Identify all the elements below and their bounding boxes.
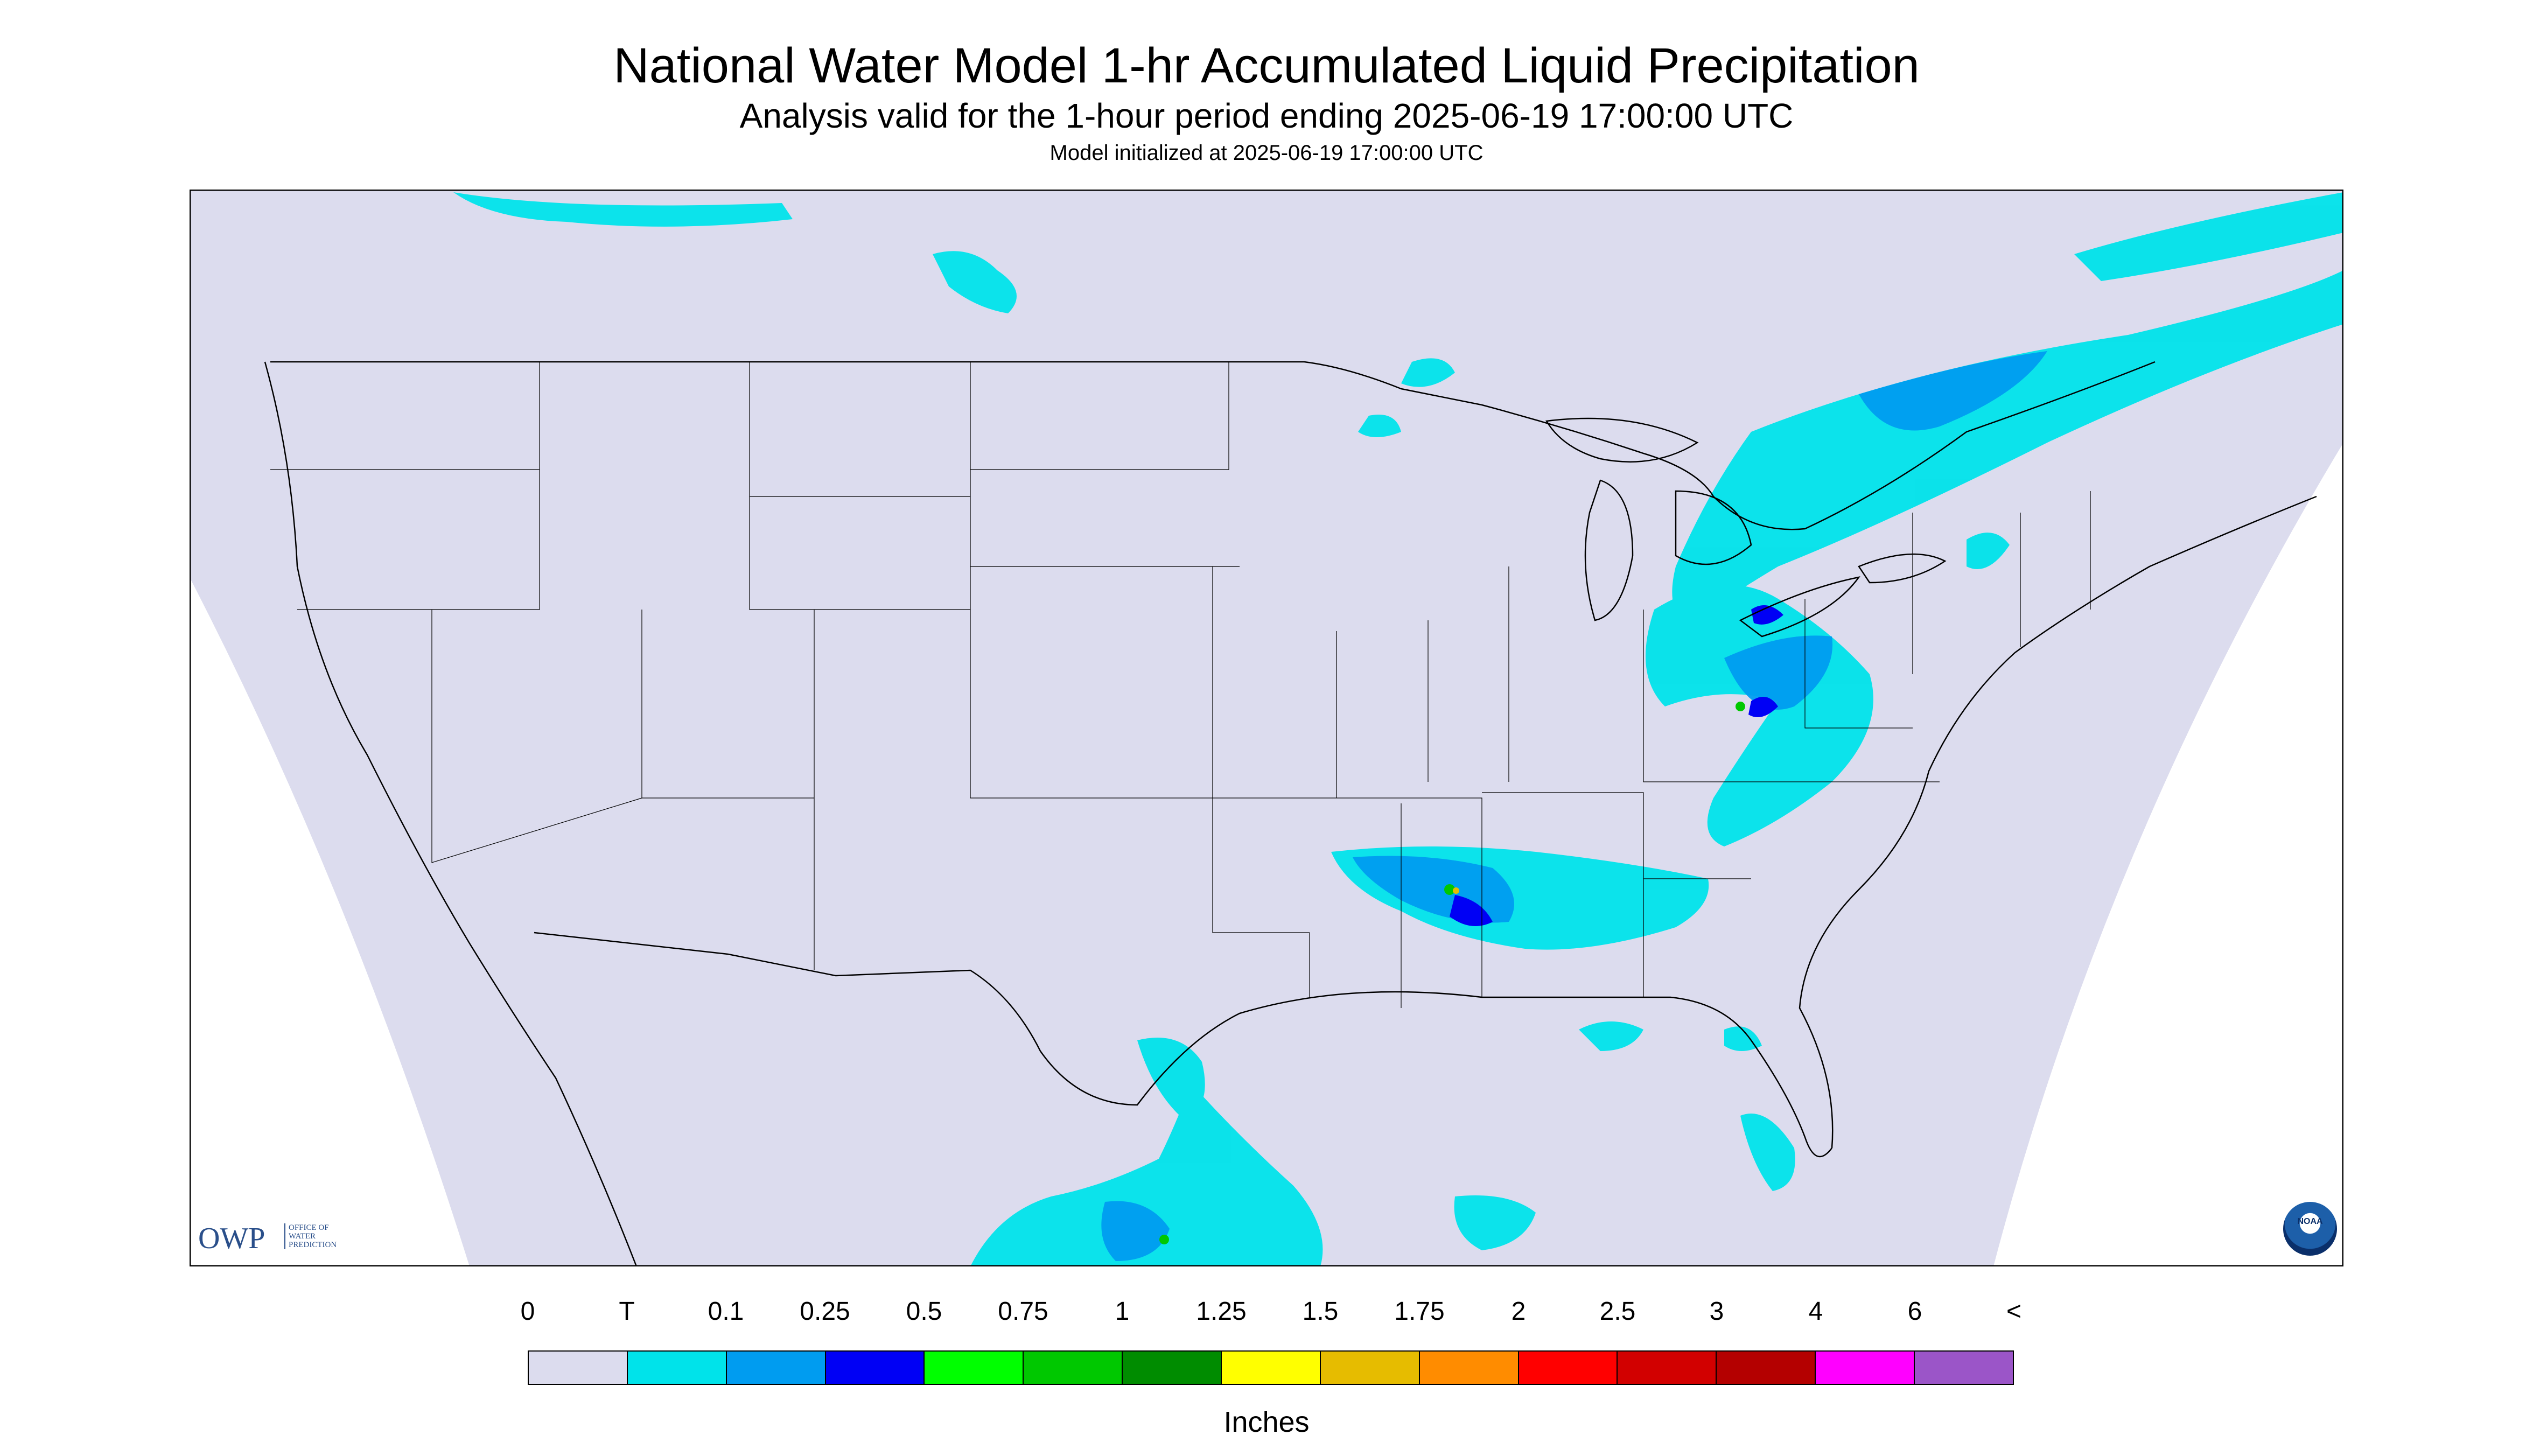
model-init-label: Model initialized at 2025-06-19 17:00:00… — [1049, 141, 1484, 165]
chart-title: National Water Model 1-hr Accumulated Li… — [613, 38, 1920, 93]
noaa-logo: NOAA — [2283, 1202, 2337, 1256]
legend-label: < — [2006, 1297, 2022, 1326]
legend-label: 0.1 — [708, 1297, 744, 1326]
legend-units-label: Inches — [1223, 1406, 1310, 1438]
legend-swatch — [1419, 1352, 1519, 1384]
boundary-lines — [264, 361, 2317, 1266]
map-domain — [190, 190, 2343, 1266]
state-lines — [270, 362, 2091, 1008]
owp-logo-line: OFFICE OF — [289, 1223, 329, 1232]
legend-swatch — [1519, 1352, 1618, 1384]
legend-label: 0.25 — [800, 1297, 850, 1326]
legend-swatch — [1222, 1352, 1321, 1384]
legend-label: 2 — [1511, 1297, 1526, 1326]
legend-swatch — [1618, 1352, 1717, 1384]
precip-layer-extreme — [1159, 702, 1745, 1244]
legend-swatch — [1024, 1352, 1123, 1384]
legend-swatch — [825, 1352, 925, 1384]
legend-swatch — [1123, 1352, 1222, 1384]
legend-label: 0 — [520, 1297, 535, 1326]
legend-swatch — [1915, 1352, 2013, 1384]
legend-label: 3 — [1709, 1297, 1724, 1326]
owp-logo-line: WATER — [289, 1232, 316, 1241]
legend-swatch — [1816, 1352, 1915, 1384]
precipitation-map — [190, 190, 2343, 1266]
legend-swatch — [925, 1352, 1024, 1384]
owp-logo-mark: OWP — [198, 1222, 265, 1255]
legend-swatch — [529, 1352, 628, 1384]
legend-label: 6 — [1907, 1297, 1922, 1326]
legend-labels: 0 T 0.1 0.25 0.5 0.75 1 1.25 1.5 1.75 2 2.5 3 4 6 < — [521, 1297, 2021, 1334]
legend-swatch — [1717, 1352, 1816, 1384]
noaa-logo-text: NOAA — [2297, 1217, 2323, 1226]
legend-swatch — [1320, 1352, 1420, 1384]
legend-swatch — [726, 1352, 826, 1384]
legend-label: 1 — [1115, 1297, 1130, 1326]
owp-logo-text: OFFICE OF WATER PREDICTION — [284, 1223, 337, 1249]
precip-layer — [453, 192, 2343, 1266]
legend-label: 1.5 — [1302, 1297, 1339, 1326]
legend-label: 4 — [1808, 1297, 1823, 1326]
legend-label: 1.25 — [1196, 1297, 1247, 1326]
legend-colorbar — [528, 1350, 2014, 1385]
legend-label: 0.75 — [998, 1297, 1048, 1326]
owp-logo-line: PREDICTION — [289, 1241, 337, 1249]
chart-subtitle: Analysis valid for the 1-hour period end… — [739, 96, 1794, 135]
legend-label: T — [619, 1297, 635, 1326]
legend-swatch — [627, 1352, 727, 1384]
owp-logo: OWP OFFICE OF WATER PREDICTION — [198, 1221, 376, 1259]
legend-label: 0.5 — [906, 1297, 942, 1326]
legend-label: 1.75 — [1394, 1297, 1445, 1326]
legend-label: 2.5 — [1599, 1297, 1636, 1326]
